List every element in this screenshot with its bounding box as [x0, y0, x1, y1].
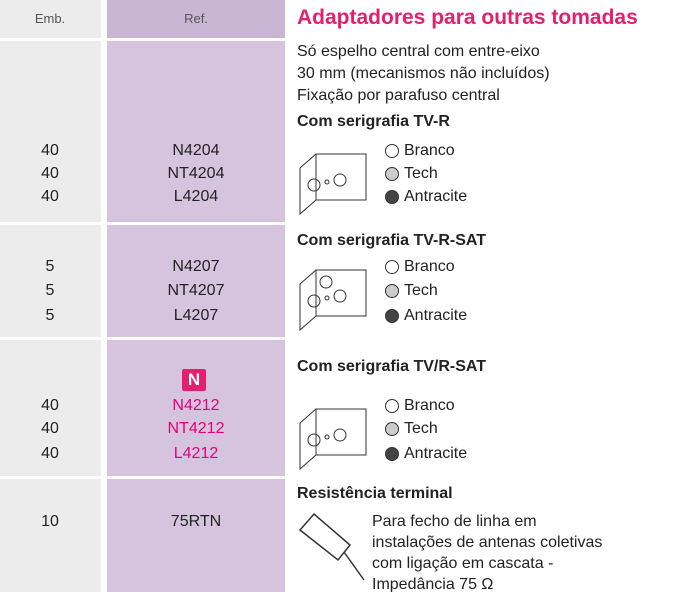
description: instalações de antenas coletivas — [372, 534, 603, 551]
description: com ligação em cascata - — [372, 555, 554, 572]
emb-column — [0, 0, 101, 592]
separator — [0, 38, 285, 41]
screw — [324, 434, 330, 440]
emb-header: Emb. — [34, 11, 66, 26]
finish: Tech — [404, 165, 438, 182]
finish: Branco — [404, 142, 455, 159]
emb: 5 — [45, 282, 55, 299]
finish: Antracite — [404, 188, 468, 205]
section-heading: Resistência terminal — [297, 485, 453, 502]
emb: 40 — [41, 188, 59, 205]
socket — [307, 433, 321, 447]
emb: 5 — [45, 258, 55, 275]
finish: Branco — [404, 258, 455, 275]
plate-inner — [315, 408, 367, 456]
finish-swatch — [385, 144, 399, 158]
ref: NT4204 — [167, 165, 225, 182]
resistor-pin — [343, 551, 365, 581]
ref: L4204 — [173, 188, 219, 205]
socket — [333, 289, 347, 303]
plate-inner — [315, 153, 367, 201]
finish: Branco — [404, 397, 455, 414]
emb: 40 — [41, 397, 59, 414]
separator — [0, 222, 285, 225]
finish: Tech — [404, 420, 438, 437]
emb: 5 — [45, 307, 55, 324]
emb: 40 — [41, 165, 59, 182]
description: Só espelho central com entre-eixo — [297, 43, 540, 60]
emb: 40 — [41, 142, 59, 159]
finish: Tech — [404, 282, 438, 299]
new-badge-bg — [182, 369, 206, 391]
ref-header: Ref. — [184, 11, 208, 26]
description: Fixação por parafuso central — [297, 87, 500, 104]
plate-icon — [299, 153, 367, 216]
ref: NT4207 — [167, 282, 225, 299]
new-badge: N — [187, 370, 201, 389]
plate-icon — [299, 408, 367, 471]
description: Para fecho de linha em — [372, 513, 537, 530]
finish-swatch — [385, 260, 399, 274]
socket — [319, 275, 333, 289]
ref: L4212 — [173, 445, 219, 462]
separator — [0, 337, 285, 340]
finish: Antracite — [404, 445, 468, 462]
plate-inner — [315, 269, 367, 317]
section-heading: Com serigrafia TV/R-SAT — [297, 358, 487, 375]
separator — [0, 476, 285, 479]
plate-icon — [299, 269, 367, 332]
emb: 10 — [41, 513, 59, 530]
ref-header-bg — [107, 0, 285, 38]
finish-swatch — [385, 399, 399, 413]
ref: 75RTN — [170, 513, 222, 530]
ref-column — [107, 0, 285, 592]
ref: N4204 — [172, 142, 220, 159]
resistor-icon — [298, 512, 352, 562]
section-heading: Com serigrafia TV-R — [297, 113, 450, 130]
finish: Antracite — [404, 307, 468, 324]
socket — [333, 428, 347, 442]
screw — [324, 179, 330, 185]
section-heading: Com serigrafia TV-R-SAT — [297, 232, 487, 249]
ref: N4207 — [172, 258, 220, 275]
title: Adaptadores para outras tomadas — [297, 6, 638, 29]
finish-swatch — [385, 422, 399, 436]
finish-swatch — [385, 309, 399, 323]
emb: 40 — [41, 445, 59, 462]
screw — [324, 295, 330, 301]
socket — [333, 173, 347, 187]
socket — [307, 178, 321, 192]
ref: N4212 — [172, 397, 220, 414]
description: Impedância 75 Ω — [372, 576, 494, 592]
ref: NT4212 — [167, 420, 225, 437]
socket — [307, 294, 321, 308]
ref: L4207 — [173, 307, 219, 324]
finish-swatch — [385, 284, 399, 298]
emb: 40 — [41, 420, 59, 437]
finish-swatch — [385, 447, 399, 461]
description: 30 mm (mecanismos não incluídos) — [297, 65, 550, 82]
finish-swatch — [385, 167, 399, 181]
finish-swatch — [385, 190, 399, 204]
